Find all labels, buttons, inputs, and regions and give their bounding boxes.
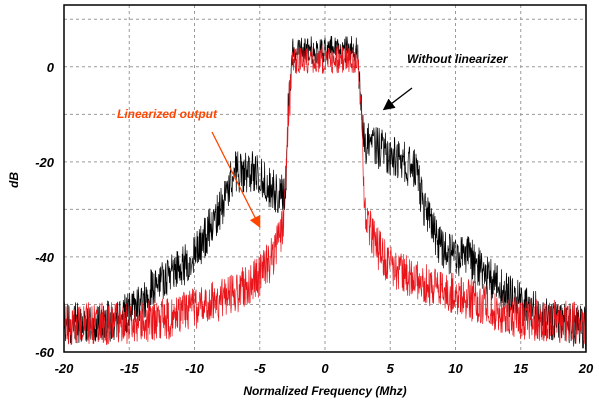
x-tick-label: 15 (514, 361, 529, 376)
x-axis-label: Normalized Frequency (Mhz) (243, 384, 406, 398)
annotation-without-linearizer: Without linearizer (407, 52, 509, 66)
y-tick-label: -20 (35, 155, 55, 170)
y-tick-label: 0 (47, 60, 55, 75)
x-tick-label: -15 (120, 361, 140, 376)
x-tick-label: -5 (254, 361, 266, 376)
annotation-linearized-output: Linearized output (117, 107, 218, 121)
x-tick-label: 20 (578, 361, 594, 376)
y-tick-labels: -60 -40 -20 0 (35, 60, 55, 360)
x-tick-label: -10 (185, 361, 205, 376)
x-tick-label: 5 (387, 361, 395, 376)
series-layer (64, 35, 586, 350)
y-tick-label: -40 (35, 250, 55, 265)
x-tick-labels: -20 -15 -10 -5 0 5 10 15 20 (55, 361, 594, 376)
series-line-linearized-output (64, 45, 586, 346)
annotation-arrow-without-linearizer (382, 87, 413, 111)
annotation-arrow-linearized-output (211, 131, 261, 228)
series-line-without-linearizer (64, 35, 586, 350)
plot-frame (63, 4, 587, 353)
x-tick-label: 0 (321, 361, 329, 376)
y-tick-label: -60 (35, 345, 55, 360)
x-tick-label: 10 (448, 361, 463, 376)
x-tick-label: -20 (55, 361, 75, 376)
annotations: Without linearizer Linearized output (117, 52, 509, 228)
y-axis-label: dB (7, 172, 21, 188)
